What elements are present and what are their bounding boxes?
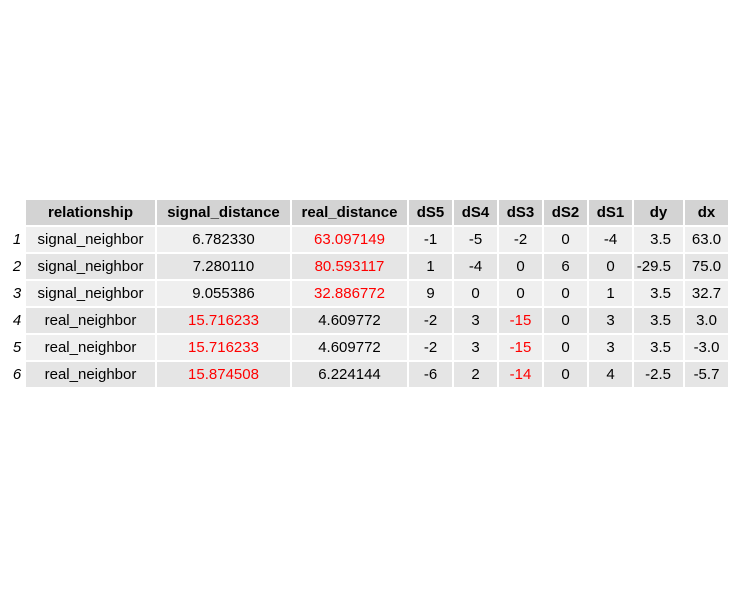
table-row: 5 real_neighbor 15.716233 4.609772 -2 3 … — [10, 335, 728, 360]
column-header-ds1: dS1 — [589, 200, 632, 225]
signal-distance-cell: 15.716233 — [157, 308, 290, 333]
table-row: 4 real_neighbor 15.716233 4.609772 -2 3 … — [10, 308, 728, 333]
signal-distance-cell: 15.874508 — [157, 362, 290, 387]
ds2-cell: 0 — [544, 362, 587, 387]
ds5-cell: -1 — [409, 227, 452, 252]
column-header-relationship: relationship — [26, 200, 155, 225]
column-header-signal-distance: signal_distance — [157, 200, 290, 225]
dy-cell: 3.5 — [634, 335, 683, 360]
row-index-header — [10, 200, 24, 225]
real-distance-cell: 4.609772 — [292, 335, 407, 360]
table-row: 1 signal_neighbor 6.782330 63.097149 -1 … — [10, 227, 728, 252]
ds4-cell: 3 — [454, 308, 497, 333]
table-row: 3 signal_neighbor 9.055386 32.886772 9 0… — [10, 281, 728, 306]
real-distance-cell: 4.609772 — [292, 308, 407, 333]
ds5-cell: 1 — [409, 254, 452, 279]
row-index: 2 — [12, 258, 22, 275]
ds4-cell: 2 — [454, 362, 497, 387]
header-row: relationship signal_distance real_distan… — [10, 200, 728, 225]
real-distance-cell: 63.097149 — [292, 227, 407, 252]
ds5-cell: -6 — [409, 362, 452, 387]
row-index: 3 — [12, 285, 22, 302]
ds2-cell: 6 — [544, 254, 587, 279]
ds5-cell: 9 — [409, 281, 452, 306]
signal-distance-cell: 9.055386 — [157, 281, 290, 306]
ds3-cell: -15 — [499, 335, 542, 360]
real-distance-cell: 32.886772 — [292, 281, 407, 306]
signal-distance-cell: 6.782330 — [157, 227, 290, 252]
ds3-cell: 0 — [499, 254, 542, 279]
column-header-ds4: dS4 — [454, 200, 497, 225]
ds3-cell: -2 — [499, 227, 542, 252]
data-table: relationship signal_distance real_distan… — [8, 198, 730, 389]
dx-cell: -5.7 — [685, 362, 728, 387]
table-row: 6 real_neighbor 15.874508 6.224144 -6 2 … — [10, 362, 728, 387]
row-index: 1 — [12, 231, 22, 248]
dy-cell: -29.5 — [634, 254, 683, 279]
dx-cell: 3.0 — [685, 308, 728, 333]
ds2-cell: 0 — [544, 335, 587, 360]
relationship-cell: real_neighbor — [26, 335, 155, 360]
dy-cell: -2.5 — [634, 362, 683, 387]
ds1-cell: 4 — [589, 362, 632, 387]
ds4-cell: 0 — [454, 281, 497, 306]
column-header-dx: dx — [685, 200, 728, 225]
column-header-real-distance: real_distance — [292, 200, 407, 225]
column-header-ds5: dS5 — [409, 200, 452, 225]
ds4-cell: 3 — [454, 335, 497, 360]
row-index: 6 — [12, 366, 22, 383]
dx-cell: -3.0 — [685, 335, 728, 360]
ds5-cell: -2 — [409, 308, 452, 333]
dx-cell: 32.7 — [685, 281, 728, 306]
row-index: 4 — [12, 312, 22, 329]
ds5-cell: -2 — [409, 335, 452, 360]
ds1-cell: -4 — [589, 227, 632, 252]
dy-cell: 3.5 — [634, 281, 683, 306]
dx-cell: 75.0 — [685, 254, 728, 279]
ds1-cell: 3 — [589, 308, 632, 333]
ds2-cell: 0 — [544, 308, 587, 333]
column-header-ds3: dS3 — [499, 200, 542, 225]
row-index: 5 — [12, 339, 22, 356]
dx-cell: 63.0 — [685, 227, 728, 252]
ds4-cell: -4 — [454, 254, 497, 279]
real-distance-cell: 6.224144 — [292, 362, 407, 387]
signal-distance-cell: 7.280110 — [157, 254, 290, 279]
ds3-cell: 0 — [499, 281, 542, 306]
column-header-ds2: dS2 — [544, 200, 587, 225]
ds2-cell: 0 — [544, 281, 587, 306]
ds1-cell: 1 — [589, 281, 632, 306]
ds4-cell: -5 — [454, 227, 497, 252]
column-header-dy: dy — [634, 200, 683, 225]
dy-cell: 3.5 — [634, 308, 683, 333]
relationship-cell: real_neighbor — [26, 362, 155, 387]
relationship-cell: signal_neighbor — [26, 227, 155, 252]
ds1-cell: 0 — [589, 254, 632, 279]
dy-cell: 3.5 — [634, 227, 683, 252]
relationship-cell: signal_neighbor — [26, 281, 155, 306]
ds1-cell: 3 — [589, 335, 632, 360]
ds3-cell: -15 — [499, 308, 542, 333]
relationship-cell: signal_neighbor — [26, 254, 155, 279]
ds3-cell: -14 — [499, 362, 542, 387]
table-row: 2 signal_neighbor 7.280110 80.593117 1 -… — [10, 254, 728, 279]
real-distance-cell: 80.593117 — [292, 254, 407, 279]
signal-distance-cell: 15.716233 — [157, 335, 290, 360]
ds2-cell: 0 — [544, 227, 587, 252]
data-table-container: relationship signal_distance real_distan… — [10, 200, 730, 389]
relationship-cell: real_neighbor — [26, 308, 155, 333]
